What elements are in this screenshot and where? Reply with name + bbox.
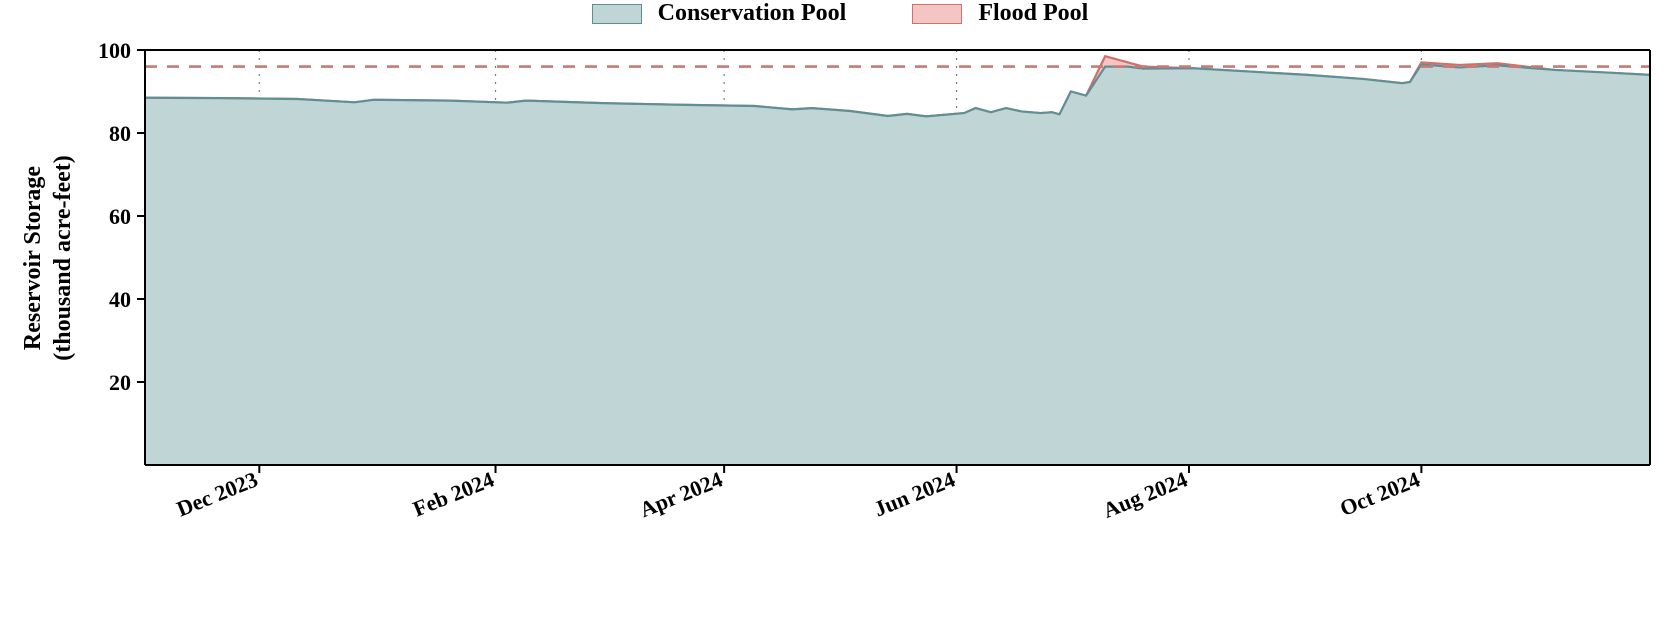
legend-swatch-flood <box>912 4 962 24</box>
ytick-label: 100 <box>98 38 131 63</box>
legend: Conservation Pool Flood Pool <box>0 0 1680 31</box>
ytick-label: 80 <box>109 121 131 146</box>
y-axis-label-line1: Reservoir Storage <box>20 165 46 349</box>
chart-svg: 20 40 60 80 100 Dec 2023 Feb 2024 Apr 2024 Jun 2… <box>0 0 1680 630</box>
y-axis-label-line2: (thousand acre-feet) <box>50 155 76 361</box>
xtick-label: Jun 2024 <box>870 466 958 521</box>
xtick-label: Feb 2024 <box>409 466 497 521</box>
xtick-label: Apr 2024 <box>636 466 726 522</box>
legend-label-flood: Flood Pool <box>978 0 1088 27</box>
legend-swatch-conservation <box>592 4 642 24</box>
legend-item-conservation: Conservation Pool <box>592 0 847 27</box>
y-axis-label: Reservoir Storage (thousand acre-feet) <box>18 50 78 465</box>
ytick-label: 20 <box>109 370 131 395</box>
legend-item-flood: Flood Pool <box>912 0 1088 27</box>
xtick-label: Oct 2024 <box>1336 466 1423 521</box>
xtick-label: Dec 2023 <box>173 466 261 521</box>
ytick-label: 40 <box>109 287 131 312</box>
xtick-label: Aug 2024 <box>1099 466 1191 522</box>
conservation-pool-area <box>145 65 1650 465</box>
reservoir-storage-chart: Conservation Pool Flood Pool Reservoir S… <box>0 0 1680 630</box>
ytick-label: 60 <box>109 204 131 229</box>
legend-label-conservation: Conservation Pool <box>658 0 847 27</box>
